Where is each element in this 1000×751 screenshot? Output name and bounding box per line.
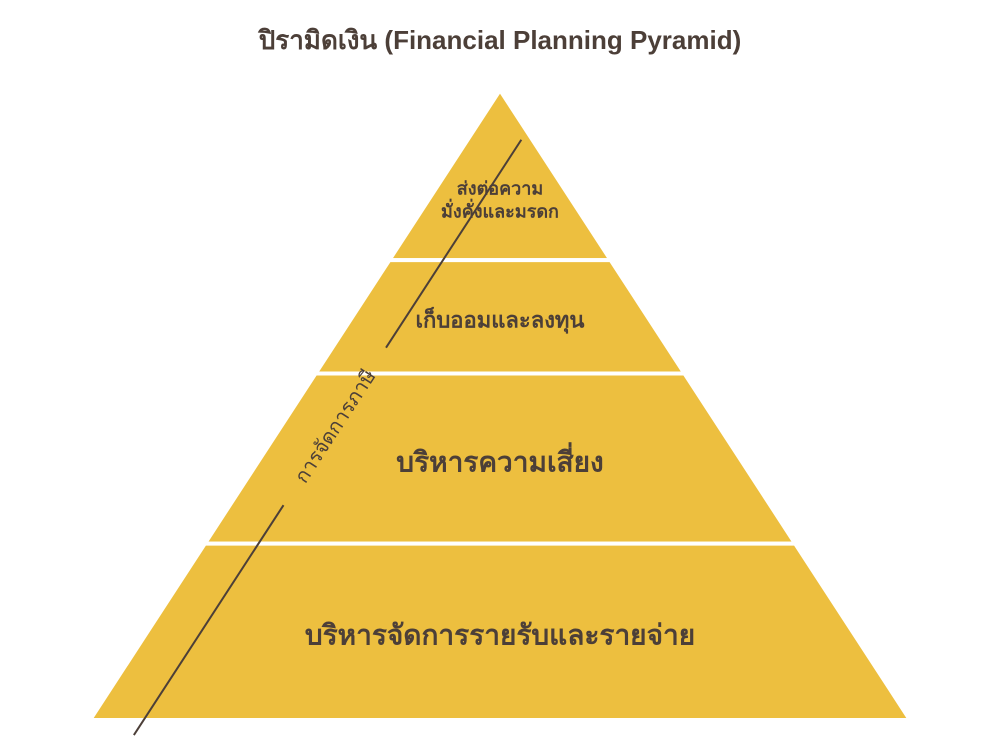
pyramid-layer-0 xyxy=(389,90,610,260)
pyramid-layer-label-1: เก็บออมและลงทุน xyxy=(150,306,850,334)
pyramid-layer-label-3: บริหารจัดการรายรับและรายจ่าย xyxy=(150,617,850,652)
pyramid-layer-label-2-line-0: บริหารความเสี่ยง xyxy=(150,444,850,479)
pyramid-layer-label-0: ส่งต่อความมั่งคั่งและมรดก xyxy=(150,178,850,223)
pyramid-layer-label-1-line-0: เก็บออมและลงทุน xyxy=(150,306,850,334)
pyramid-layer-label-0-line-1: มั่งคั่งและมรดก xyxy=(150,200,850,223)
pyramid-layer-label-3-line-0: บริหารจัดการรายรับและรายจ่าย xyxy=(150,617,850,652)
diagram-canvas: ปิรามิดเงิน (Financial Planning Pyramid)… xyxy=(0,0,1000,751)
pyramid-layer-label-0-line-0: ส่งต่อความ xyxy=(150,178,850,201)
pyramid-layer-label-2: บริหารความเสี่ยง xyxy=(150,444,850,479)
